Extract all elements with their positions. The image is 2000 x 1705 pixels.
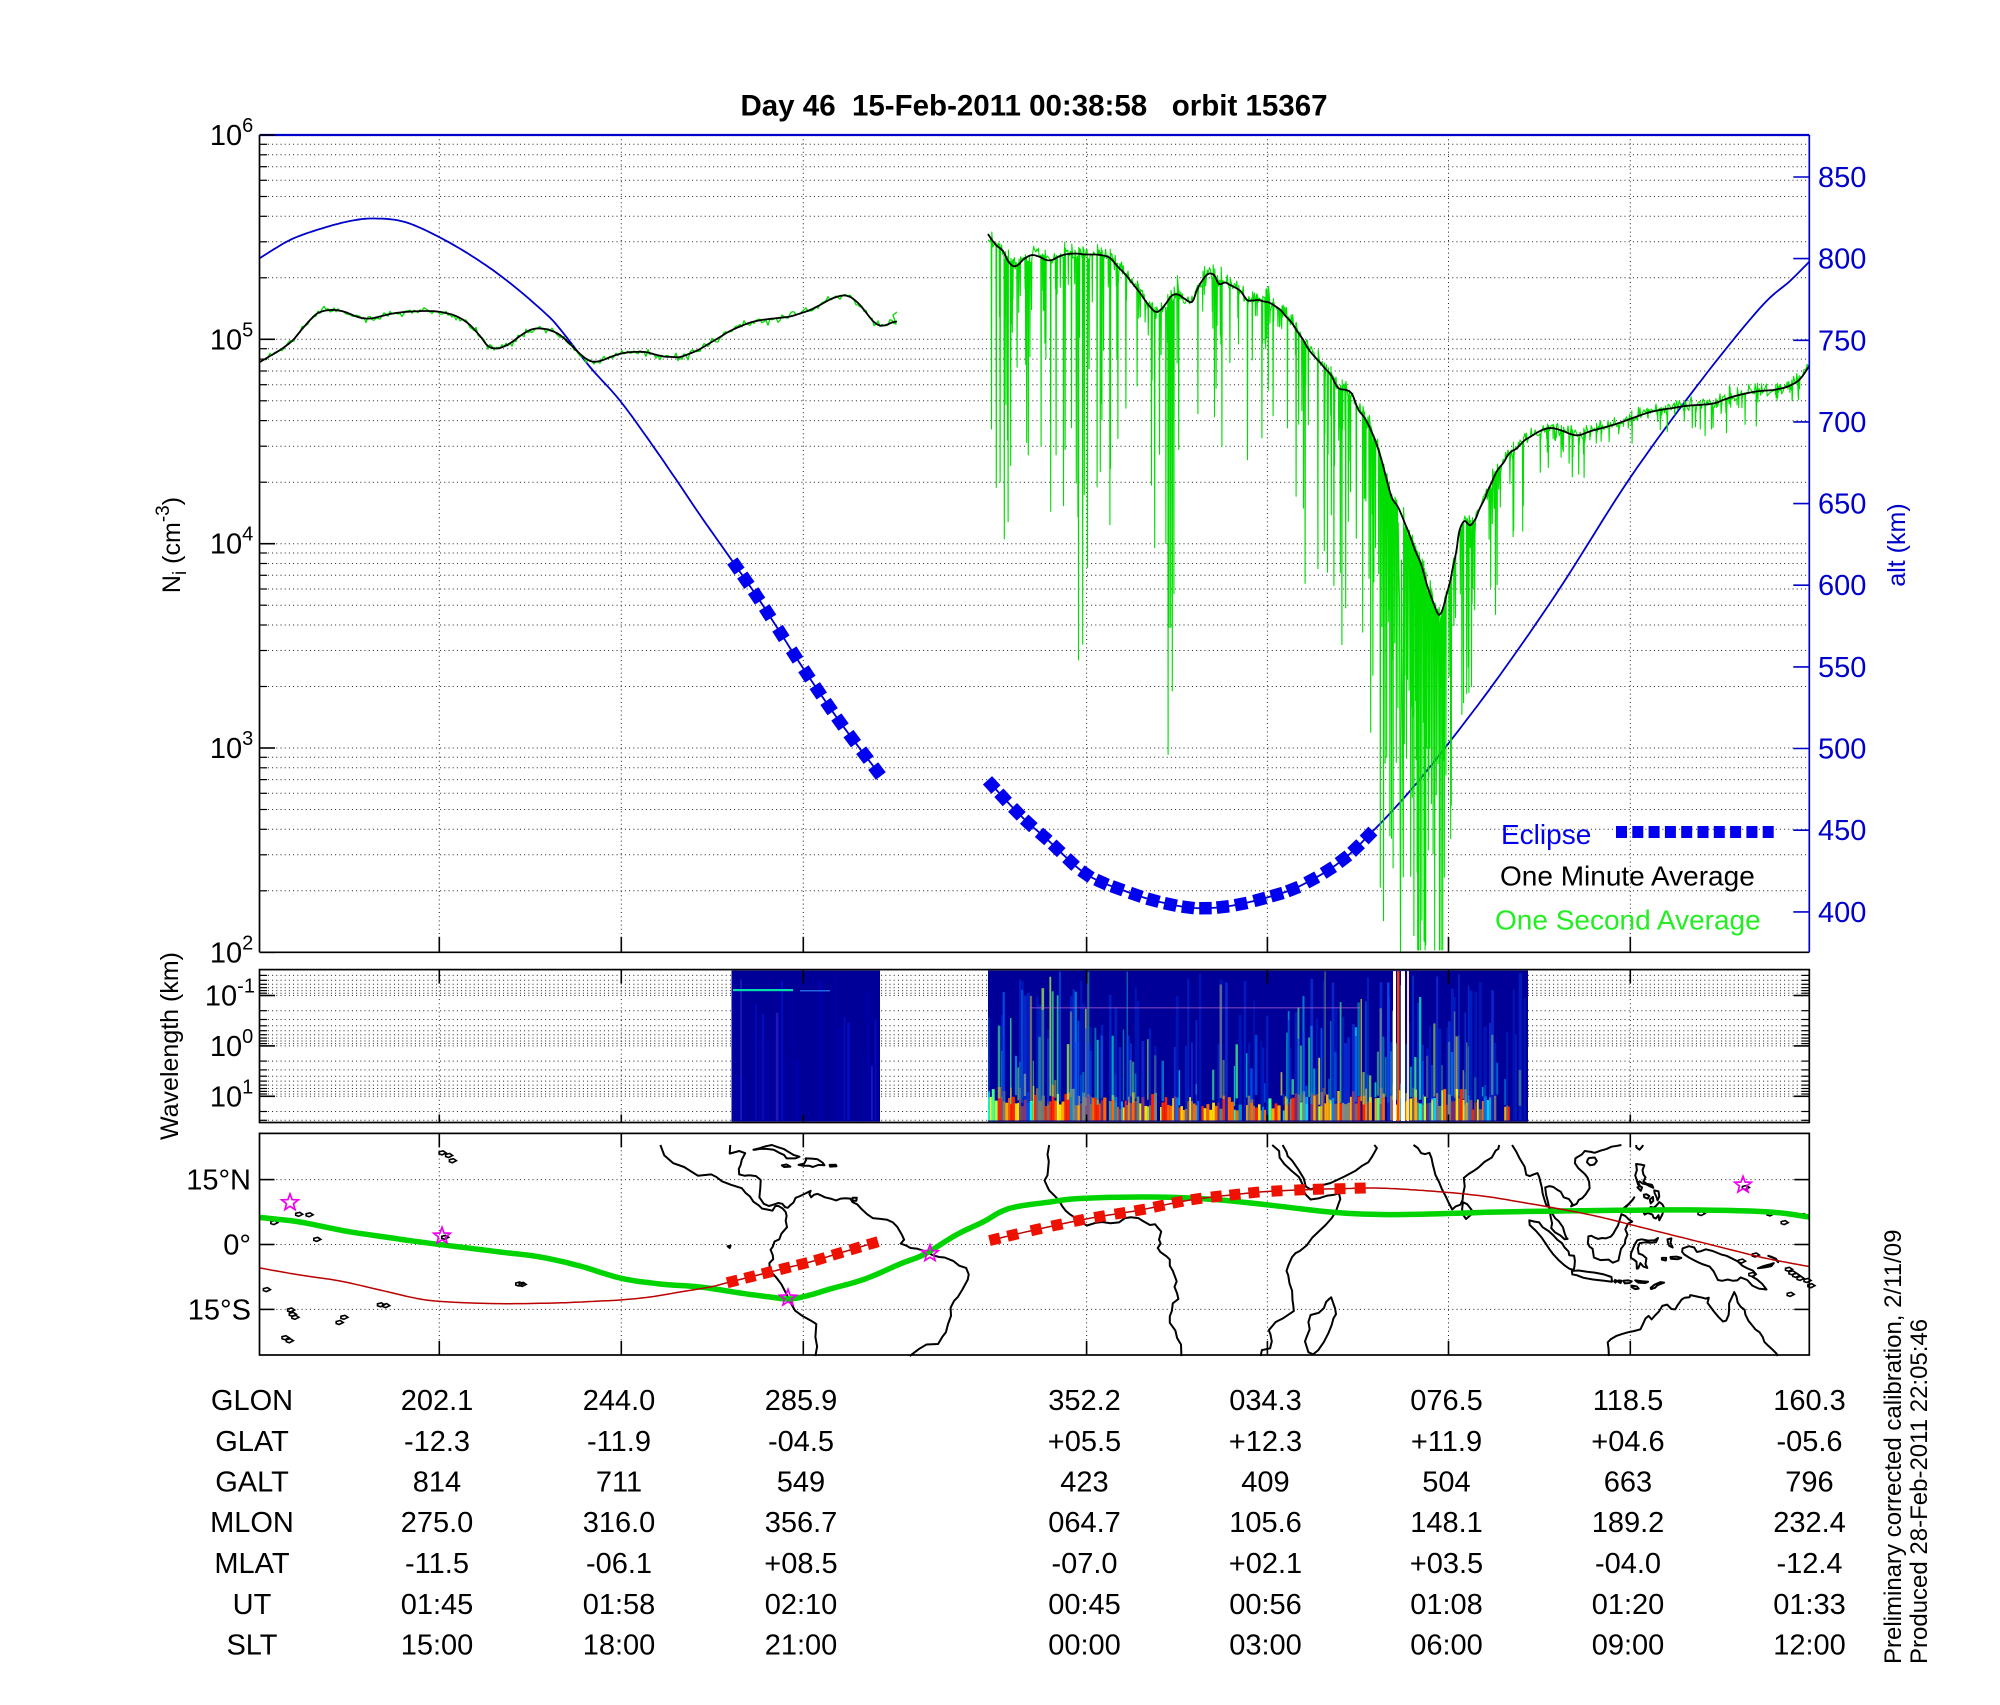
- svg-text:356.7: 356.7: [765, 1507, 838, 1539]
- svg-text:06:00: 06:00: [1410, 1630, 1483, 1662]
- svg-text:+05.5: +05.5: [1048, 1426, 1121, 1458]
- svg-text:550: 550: [1818, 652, 1866, 684]
- svg-text:15:00: 15:00: [401, 1630, 474, 1662]
- svg-text:01:58: 01:58: [583, 1589, 656, 1621]
- svg-text:-12.3: -12.3: [404, 1426, 470, 1458]
- svg-text:423: 423: [1060, 1467, 1108, 1499]
- svg-text:+11.9: +11.9: [1411, 1426, 1482, 1458]
- svg-text:10-1: 10-1: [205, 976, 255, 1013]
- svg-text:148.1: 148.1: [1410, 1507, 1483, 1539]
- svg-text:244.0: 244.0: [583, 1385, 656, 1417]
- svg-text:202.1: 202.1: [401, 1385, 474, 1417]
- svg-text:600: 600: [1818, 570, 1866, 602]
- svg-text:02:10: 02:10: [765, 1589, 838, 1621]
- svg-text:850: 850: [1818, 162, 1866, 194]
- svg-text:100: 100: [210, 1026, 253, 1063]
- svg-text:18:00: 18:00: [583, 1630, 656, 1662]
- svg-text:450: 450: [1818, 815, 1866, 847]
- svg-text:+03.5: +03.5: [1410, 1548, 1483, 1580]
- svg-text:104: 104: [210, 524, 253, 561]
- svg-text:-11.5: -11.5: [405, 1548, 469, 1580]
- svg-text:Preliminary corrected calibrat: Preliminary corrected calibration, 2/11/…: [1880, 1230, 1907, 1664]
- svg-text:076.5: 076.5: [1410, 1385, 1483, 1417]
- svg-text:0°: 0°: [223, 1230, 251, 1262]
- svg-text:03:00: 03:00: [1229, 1630, 1302, 1662]
- svg-text:+02.1: +02.1: [1229, 1548, 1302, 1580]
- svg-text:-06.1: -06.1: [586, 1548, 652, 1580]
- svg-text:400: 400: [1818, 897, 1866, 929]
- svg-text:-12.4: -12.4: [1776, 1548, 1842, 1580]
- svg-text:Wavelength (km): Wavelength (km): [156, 952, 184, 1140]
- svg-text:+08.5: +08.5: [764, 1548, 837, 1580]
- svg-text:Produced 28-Feb-2011 22:05:46: Produced 28-Feb-2011 22:05:46: [1906, 1319, 1933, 1664]
- svg-text:01:20: 01:20: [1592, 1589, 1665, 1621]
- svg-text:-04.5: -04.5: [768, 1426, 834, 1458]
- svg-text:232.4: 232.4: [1773, 1507, 1846, 1539]
- svg-text:105.6: 105.6: [1229, 1507, 1302, 1539]
- svg-text:352.2: 352.2: [1048, 1385, 1121, 1417]
- svg-text:663: 663: [1604, 1467, 1652, 1499]
- svg-text:106: 106: [210, 115, 253, 152]
- svg-text:504: 504: [1422, 1467, 1470, 1499]
- svg-text:275.0: 275.0: [401, 1507, 474, 1539]
- svg-text:160.3: 160.3: [1773, 1385, 1846, 1417]
- svg-text:549: 549: [777, 1467, 825, 1499]
- svg-text:GALT: GALT: [215, 1467, 289, 1499]
- svg-text:GLAT: GLAT: [215, 1426, 289, 1458]
- svg-text:+04.6: +04.6: [1591, 1426, 1664, 1458]
- svg-text:700: 700: [1818, 407, 1866, 439]
- svg-text:Day 46 15-Feb-2011 00:38:58: Day 46 15-Feb-2011 00:38:58 orbit 15367: [740, 90, 1327, 123]
- svg-text:118.5: 118.5: [1593, 1385, 1663, 1417]
- svg-text:+12.3: +12.3: [1229, 1426, 1302, 1458]
- svg-text:UT: UT: [233, 1589, 272, 1621]
- svg-text:One Second Average: One Second Average: [1495, 905, 1761, 936]
- svg-text:MLAT: MLAT: [214, 1548, 289, 1580]
- svg-text:189.2: 189.2: [1592, 1507, 1665, 1539]
- svg-text:01:08: 01:08: [1410, 1589, 1483, 1621]
- svg-text:-11.9: -11.9: [587, 1426, 651, 1458]
- svg-text:Ni (cm-3): Ni (cm-3): [153, 497, 191, 593]
- svg-text:-04.0: -04.0: [1595, 1548, 1661, 1580]
- svg-text:650: 650: [1818, 489, 1866, 521]
- svg-text:00:00: 00:00: [1048, 1630, 1121, 1662]
- svg-text:105: 105: [210, 319, 253, 356]
- svg-text:12:00: 12:00: [1773, 1630, 1846, 1662]
- svg-text:750: 750: [1818, 325, 1866, 357]
- svg-text:285.9: 285.9: [765, 1385, 838, 1417]
- svg-text:One Minute Average: One Minute Average: [1500, 861, 1755, 892]
- svg-text:MLON: MLON: [210, 1507, 294, 1539]
- svg-text:064.7: 064.7: [1048, 1507, 1121, 1539]
- svg-text:034.3: 034.3: [1229, 1385, 1302, 1417]
- svg-text:409: 409: [1241, 1467, 1289, 1499]
- svg-text:01:33: 01:33: [1773, 1589, 1846, 1621]
- svg-text:15°S: 15°S: [188, 1294, 251, 1326]
- svg-text:15°N: 15°N: [186, 1165, 251, 1197]
- svg-text:101: 101: [210, 1076, 253, 1113]
- svg-text:711: 711: [596, 1467, 642, 1499]
- svg-text:01:45: 01:45: [401, 1589, 474, 1621]
- svg-text:800: 800: [1818, 244, 1866, 276]
- svg-text:814: 814: [413, 1467, 461, 1499]
- svg-text:316.0: 316.0: [583, 1507, 656, 1539]
- svg-text:102: 102: [210, 932, 253, 969]
- svg-text:alt (km): alt (km): [1883, 503, 1911, 586]
- svg-text:GLON: GLON: [211, 1385, 293, 1417]
- svg-text:21:00: 21:00: [765, 1630, 838, 1662]
- svg-text:00:45: 00:45: [1048, 1589, 1121, 1621]
- svg-text:Eclipse: Eclipse: [1501, 819, 1591, 850]
- svg-text:00:56: 00:56: [1229, 1589, 1302, 1621]
- svg-text:-05.6: -05.6: [1776, 1426, 1842, 1458]
- svg-text:-07.0: -07.0: [1051, 1548, 1117, 1580]
- svg-text:SLT: SLT: [226, 1630, 277, 1662]
- svg-text:09:00: 09:00: [1592, 1630, 1665, 1662]
- svg-text:796: 796: [1785, 1467, 1833, 1499]
- svg-text:103: 103: [210, 728, 253, 765]
- svg-text:500: 500: [1818, 734, 1866, 766]
